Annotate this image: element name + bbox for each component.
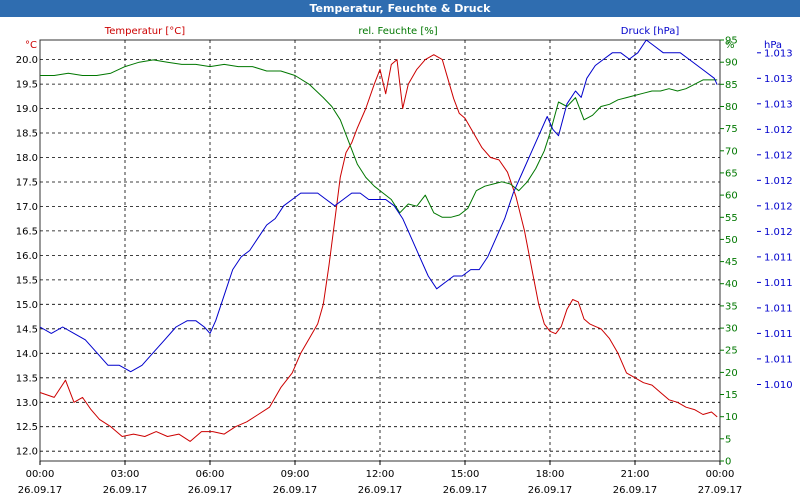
x-date-label: 26.09.17 bbox=[358, 485, 403, 496]
pressure-tick-label: 1.012 bbox=[764, 125, 793, 136]
temperature-tick-label: 18.0 bbox=[16, 153, 38, 164]
x-time-label: 09:00 bbox=[281, 469, 310, 480]
x-date-label: 27.09.17 bbox=[698, 485, 743, 496]
humidity-tick-label: 90 bbox=[725, 58, 738, 69]
pressure-tick-label: 1.011 bbox=[764, 329, 793, 340]
x-time-label: 18:00 bbox=[536, 469, 565, 480]
temperature-tick-label: 19.0 bbox=[16, 104, 38, 115]
humidity-tick-label: 65 bbox=[725, 168, 738, 179]
temperature-tick-label: 20.0 bbox=[16, 55, 38, 66]
pressure-tick-label: 1.011 bbox=[764, 303, 793, 314]
humidity-tick-label: 15 bbox=[725, 390, 738, 401]
temperature-tick-label: 13.0 bbox=[16, 398, 38, 409]
pressure-tick-label: 1.012 bbox=[764, 150, 793, 161]
humidity-tick-label: 75 bbox=[725, 124, 738, 135]
humidity-tick-label: 25 bbox=[725, 346, 738, 357]
humidity-tick-label: 55 bbox=[725, 213, 738, 224]
x-date-label: 26.09.17 bbox=[443, 485, 488, 496]
temperature-tick-label: 13.5 bbox=[16, 373, 38, 384]
temperature-tick-label: 17.5 bbox=[16, 178, 38, 189]
temperature-axis-title: Temperatur [°C] bbox=[104, 26, 185, 37]
x-time-label: 12:00 bbox=[366, 469, 395, 480]
humidity-tick-label: 70 bbox=[725, 146, 738, 157]
pressure-tick-label: 1.010 bbox=[764, 380, 793, 391]
series-line-temperature bbox=[39, 54, 718, 442]
x-time-label: 21:00 bbox=[621, 469, 650, 480]
humidity-tick-label: 50 bbox=[725, 235, 738, 246]
humidity-unit: % bbox=[725, 40, 735, 51]
humidity-axis-title: rel. Feuchte [%] bbox=[358, 26, 437, 37]
temperature-tick-label: 15.5 bbox=[16, 275, 38, 286]
temperature-tick-label: 16.5 bbox=[16, 226, 38, 237]
humidity-tick-label: 5 bbox=[725, 434, 731, 445]
humidity-tick-label: 60 bbox=[725, 191, 738, 202]
x-time-label: 06:00 bbox=[196, 469, 225, 480]
temperature-tick-label: 14.0 bbox=[16, 349, 38, 360]
pressure-tick-label: 1.011 bbox=[764, 278, 793, 289]
humidity-tick-label: 95 bbox=[725, 36, 738, 47]
x-time-label: 00:00 bbox=[26, 469, 55, 480]
temperature-tick-label: 12.0 bbox=[16, 447, 38, 458]
pressure-tick-label: 1.011 bbox=[764, 354, 793, 365]
temperature-tick-label: 12.5 bbox=[16, 422, 38, 433]
x-date-label: 26.09.17 bbox=[18, 485, 63, 496]
humidity-tick-label: 85 bbox=[725, 80, 738, 91]
pressure-tick-label: 1.012 bbox=[764, 201, 793, 212]
pressure-unit: hPa bbox=[764, 40, 782, 51]
temperature-tick-label: 16.0 bbox=[16, 251, 38, 262]
pressure-tick-label: 1.011 bbox=[764, 252, 793, 263]
pressure-tick-label: 1.012 bbox=[764, 227, 793, 238]
series-line-humidity bbox=[40, 59, 718, 218]
temperature-unit: °C bbox=[25, 40, 37, 51]
temperature-tick-label: 17.0 bbox=[16, 202, 38, 213]
temperature-tick-label: 19.5 bbox=[16, 80, 38, 91]
pressure-tick-label: 1.013 bbox=[764, 74, 793, 85]
temperature-tick-label: 14.5 bbox=[16, 324, 38, 335]
humidity-tick-label: 0 bbox=[725, 457, 731, 468]
humidity-tick-label: 30 bbox=[725, 324, 738, 335]
x-date-label: 26.09.17 bbox=[103, 485, 148, 496]
humidity-tick-label: 20 bbox=[725, 368, 738, 379]
x-time-label: 00:00 bbox=[706, 469, 735, 480]
pressure-tick-label: 1.013 bbox=[764, 48, 793, 59]
humidity-tick-label: 35 bbox=[725, 301, 738, 312]
pressure-axis-title: Druck [hPa] bbox=[621, 26, 680, 37]
x-date-label: 26.09.17 bbox=[188, 485, 233, 496]
humidity-tick-label: 10 bbox=[725, 412, 738, 423]
pressure-tick-label: 1.013 bbox=[764, 99, 793, 110]
axes: 12.0 12.5 13.0 13.5 14.0 14.5 15.0 15.5 16.0 16.5… bbox=[16, 36, 793, 497]
series-line-pressure bbox=[39, 39, 718, 373]
x-date-label: 26.09.17 bbox=[528, 485, 573, 496]
x-time-label: 03:00 bbox=[111, 469, 140, 480]
humidity-tick-label: 45 bbox=[725, 257, 738, 268]
pressure-tick-label: 1.012 bbox=[764, 176, 793, 187]
x-date-label: 26.09.17 bbox=[273, 485, 318, 496]
grid bbox=[40, 40, 720, 461]
window-title: Temperatur, Feuchte & Druck bbox=[0, 0, 800, 17]
x-time-label: 15:00 bbox=[451, 469, 480, 480]
humidity-tick-label: 80 bbox=[725, 102, 738, 113]
temperature-tick-label: 15.0 bbox=[16, 300, 38, 311]
temperature-tick-label: 18.5 bbox=[16, 129, 38, 140]
x-date-label: 26.09.17 bbox=[613, 485, 658, 496]
humidity-tick-label: 40 bbox=[725, 279, 738, 290]
series-layer bbox=[39, 39, 718, 442]
